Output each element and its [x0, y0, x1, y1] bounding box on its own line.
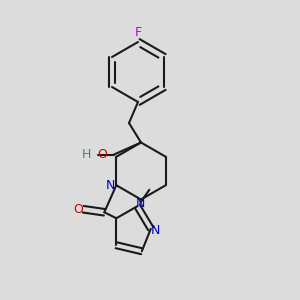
- Text: N: N: [106, 179, 116, 192]
- Text: F: F: [134, 26, 142, 40]
- Text: O: O: [98, 148, 107, 161]
- Text: H: H: [82, 148, 91, 161]
- Text: N: N: [136, 197, 146, 210]
- Text: O: O: [74, 203, 83, 216]
- Text: N: N: [151, 224, 160, 237]
